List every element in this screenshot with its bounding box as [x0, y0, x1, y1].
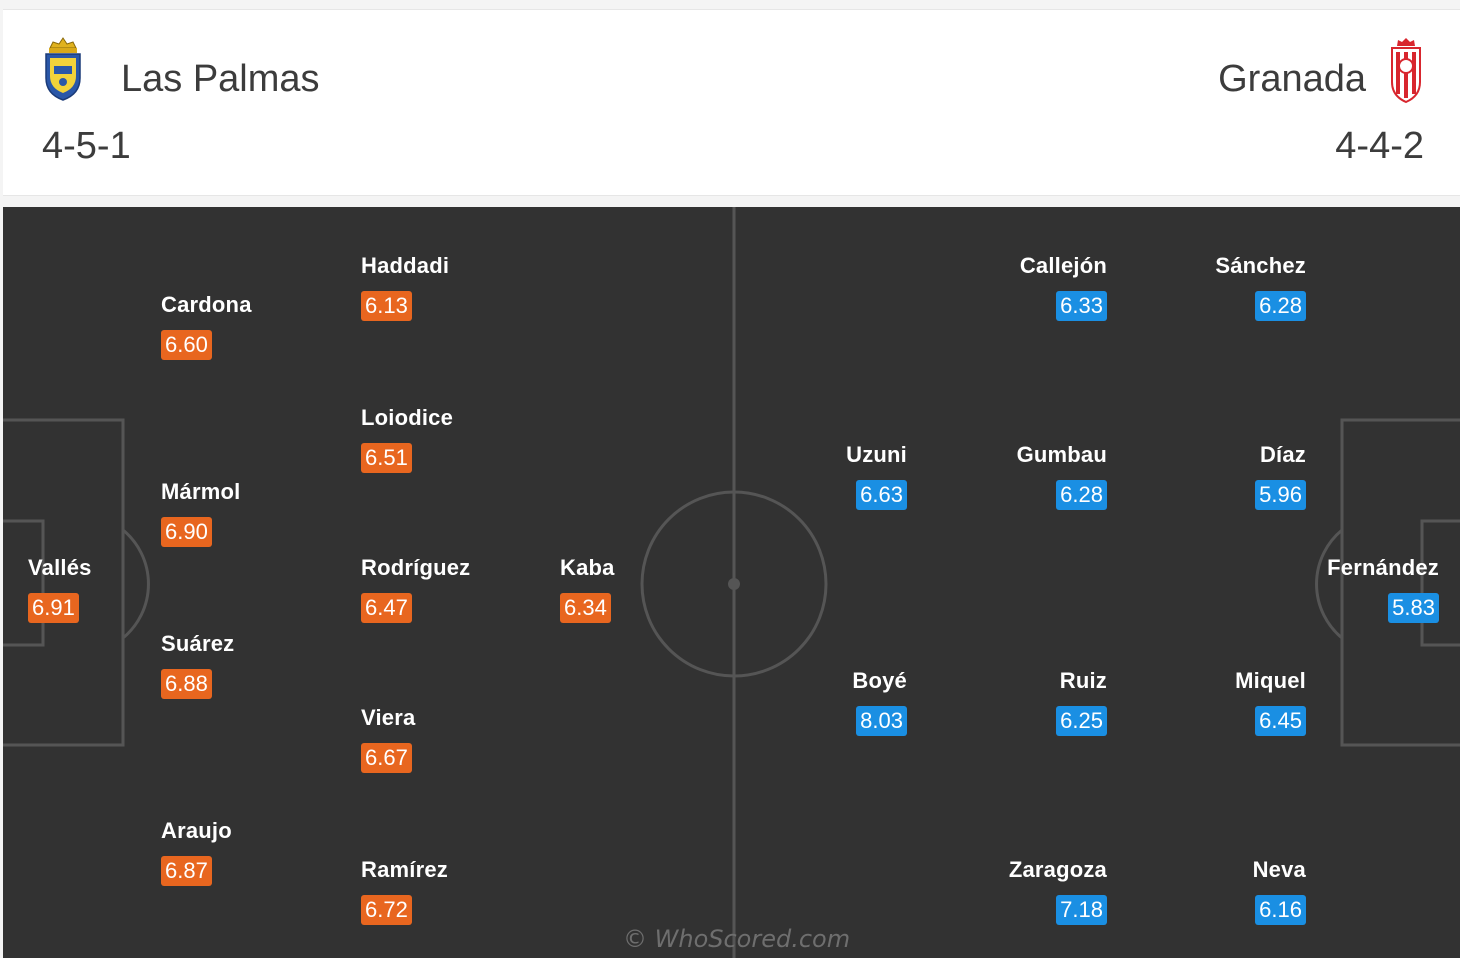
player-name: Sánchez [1215, 253, 1306, 278]
player-neva[interactable]: Neva 6.16 [1126, 857, 1306, 925]
player-rating: 6.25 [1056, 706, 1107, 736]
pitch: Vallés 6.91 Cardona 6.60 Mármol 6.90 Suá… [3, 207, 1460, 958]
player-miquel[interactable]: Miquel 6.45 [1126, 668, 1306, 736]
las-palmas-crest-icon [45, 37, 81, 101]
player-rating: 6.51 [361, 443, 412, 473]
player-name: Viera [361, 705, 416, 730]
player-rating: 8.03 [856, 706, 907, 736]
player-name: Ramírez [361, 857, 448, 882]
player-name: Uzuni [846, 442, 907, 467]
player-rating: 6.47 [361, 593, 412, 623]
player-rating: 6.91 [28, 593, 79, 623]
player-name: Fernández [1327, 555, 1439, 580]
player-marmol[interactable]: Mármol 6.90 [161, 479, 341, 547]
home-team-name: Las Palmas [121, 58, 320, 100]
player-name: Gumbau [1016, 442, 1107, 467]
home-formation: 4-5-1 [42, 125, 131, 167]
away-team-name: Granada [1218, 58, 1366, 100]
player-callejon[interactable]: Callejón 6.33 [927, 253, 1107, 321]
player-rating: 5.96 [1255, 480, 1306, 510]
player-uzuni[interactable]: Uzuni 6.63 [727, 442, 907, 510]
player-name: Miquel [1235, 668, 1306, 693]
player-cardona[interactable]: Cardona 6.60 [161, 292, 341, 360]
player-rating: 6.90 [161, 517, 212, 547]
player-kaba[interactable]: Kaba 6.34 [560, 555, 740, 623]
player-rating: 6.28 [1255, 291, 1306, 321]
player-ruiz[interactable]: Ruiz 6.25 [927, 668, 1107, 736]
player-valles[interactable]: Vallés 6.91 [28, 555, 208, 623]
player-viera[interactable]: Viera 6.67 [361, 705, 541, 773]
player-name: Boyé [852, 668, 907, 693]
player-name: Suárez [161, 631, 235, 656]
player-boye[interactable]: Boyé 8.03 [727, 668, 907, 736]
player-name: Vallés [28, 555, 92, 580]
player-gumbau[interactable]: Gumbau 6.28 [927, 442, 1107, 510]
player-zaragoza[interactable]: Zaragoza 7.18 [927, 857, 1107, 925]
player-rodriguez[interactable]: Rodríguez 6.47 [361, 555, 541, 623]
player-name: Loiodice [361, 405, 454, 430]
granada-crest-icon [1391, 38, 1421, 104]
player-name: Araujo [161, 818, 232, 843]
player-suarez[interactable]: Suárez 6.88 [161, 631, 341, 699]
player-fernandez[interactable]: Fernández 5.83 [1259, 555, 1439, 623]
player-rating: 6.72 [361, 895, 412, 925]
player-name: Díaz [1259, 442, 1306, 467]
player-ramirez[interactable]: Ramírez 6.72 [361, 857, 541, 925]
player-rating: 6.63 [856, 480, 907, 510]
player-rating: 6.45 [1255, 706, 1306, 736]
watermark: © WhoScored.com [623, 925, 851, 953]
player-name: Callejón [1019, 253, 1107, 278]
player-name: Kaba [560, 555, 615, 580]
player-rating: 6.28 [1056, 480, 1107, 510]
match-header: Las Palmas 4-5-1 Granada 4-4-2 [3, 9, 1460, 196]
player-name: Haddadi [361, 253, 450, 278]
player-name: Zaragoza [1008, 857, 1107, 882]
player-araujo[interactable]: Araujo 6.87 [161, 818, 341, 886]
player-loiodice[interactable]: Loiodice 6.51 [361, 405, 541, 473]
player-rating: 6.33 [1056, 291, 1107, 321]
player-rating: 5.83 [1388, 593, 1439, 623]
player-sanchez[interactable]: Sánchez 6.28 [1126, 253, 1306, 321]
player-name: Ruiz [1059, 668, 1107, 693]
player-rating: 6.16 [1255, 895, 1306, 925]
player-rating: 6.67 [361, 743, 412, 773]
player-rating: 6.13 [361, 291, 412, 321]
player-rating: 6.34 [560, 593, 611, 623]
player-haddadi[interactable]: Haddadi 6.13 [361, 253, 541, 321]
player-rating: 7.18 [1056, 895, 1107, 925]
player-diaz[interactable]: Díaz 5.96 [1126, 442, 1306, 510]
player-name: Neva [1252, 857, 1306, 882]
away-formation: 4-4-2 [1335, 125, 1424, 167]
player-name: Rodríguez [361, 555, 471, 580]
player-rating: 6.87 [161, 856, 212, 886]
player-name: Cardona [161, 292, 252, 317]
player-rating: 6.60 [161, 330, 212, 360]
pitch-lines [3, 207, 1460, 958]
player-rating: 6.88 [161, 669, 212, 699]
player-name: Mármol [161, 479, 241, 504]
